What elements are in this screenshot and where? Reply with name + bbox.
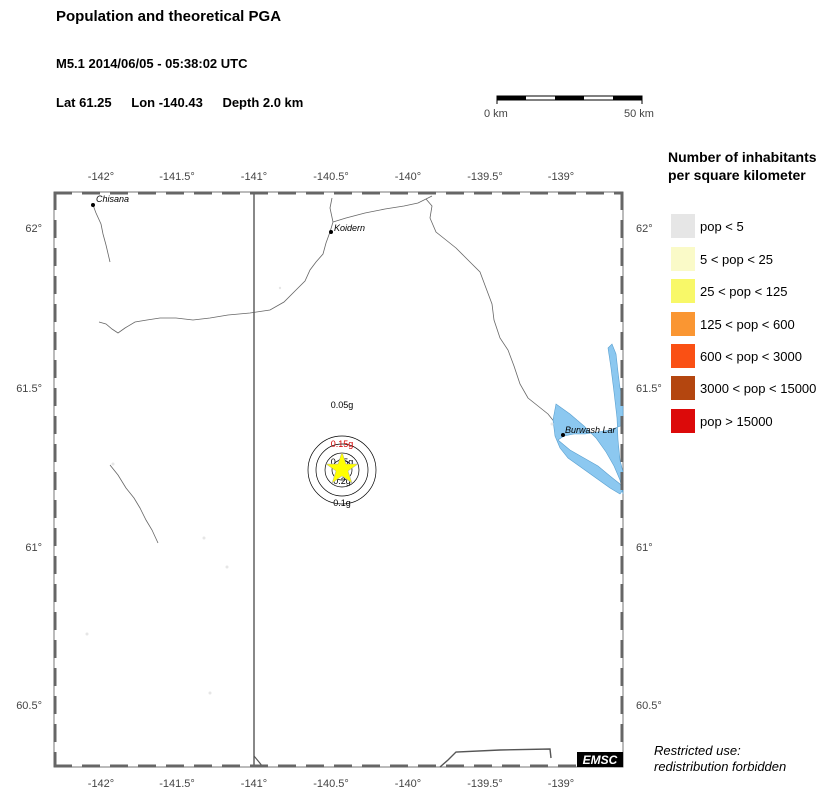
longitude-label: Lon -140.43 (131, 95, 203, 110)
legend-title-line: Number of inhabitants (668, 149, 817, 165)
event-info: M5.1 2014/06/05 - 05:38:02 UTC (56, 56, 248, 71)
legend-label: 3000 < pop < 15000 (700, 381, 817, 396)
notice-line: Restricted use: (654, 743, 741, 758)
y-ticks-left: 62° 61.5° 61° 60.5° (16, 223, 42, 712)
x-tick-label: -139° (548, 171, 574, 183)
x-tick-label: -141° (241, 778, 267, 790)
legend-item: 600 < pop < 3000 (671, 344, 837, 370)
place-marker (329, 230, 333, 234)
legend-item: pop < 5 (671, 214, 837, 240)
pga-label: 0.05g (331, 400, 354, 410)
legend-item: 25 < pop < 125 (671, 279, 837, 305)
legend-swatch (671, 376, 695, 400)
legend-label: pop > 15000 (700, 414, 773, 429)
x-tick-label: -140.5° (313, 778, 349, 790)
x-tick-label: -141.5° (159, 778, 195, 790)
pga-label: 0.2g (333, 476, 351, 486)
x-tick-label: -139° (548, 778, 574, 790)
legend-swatch (671, 312, 695, 336)
x-tick-label: -140° (395, 778, 421, 790)
x-tick-label: -140° (395, 171, 421, 183)
notice-line: redistribution forbidden (654, 759, 787, 774)
pga-label: 0.15g (331, 439, 354, 449)
population-dots (85, 286, 554, 695)
place-label: Chisana (96, 194, 129, 204)
legend-label: 600 < pop < 3000 (700, 349, 802, 364)
star-icon (325, 451, 359, 484)
legend-item: 125 < pop < 600 (671, 312, 837, 338)
scale-end-label: 50 km (624, 108, 654, 120)
legend-swatch (671, 214, 695, 238)
scale-bar: 0 km 50 km (484, 95, 654, 120)
y-tick-label: 62° (636, 223, 653, 235)
x-tick-label: -139.5° (467, 778, 503, 790)
legend-label: 125 < pop < 600 (700, 317, 795, 332)
y-tick-label: 60.5° (636, 700, 662, 712)
y-ticks-right: 62° 61.5° 61° 60.5° (636, 223, 662, 712)
scale-start-label: 0 km (484, 108, 508, 120)
pga-label: 0.1g (333, 498, 351, 508)
y-tick-label: 61° (25, 542, 42, 554)
legend-swatch (671, 409, 695, 433)
emsc-logo: EMSC (577, 752, 623, 767)
x-tick-label: -141° (241, 171, 267, 183)
x-tick-label: -142° (88, 171, 114, 183)
legend-swatch (671, 279, 695, 303)
y-tick-label: 61° (636, 542, 653, 554)
lake-kluane (552, 343, 624, 495)
legend-label: 25 < pop < 125 (700, 284, 788, 299)
legend-title: Number of inhabitants per square kilomet… (668, 148, 817, 184)
places: Chisana Koidern Burwash Lar (91, 194, 617, 437)
y-tick-label: 61.5° (636, 383, 662, 395)
legend-label: 5 < pop < 25 (700, 252, 774, 267)
legend-item: 3000 < pop < 15000 (671, 376, 837, 402)
latitude-label: Lat 61.25 (56, 95, 112, 110)
x-tick-label: -139.5° (467, 171, 503, 183)
legend-title-line: per square kilometer (668, 167, 806, 183)
x-ticks-bottom: -142° -141.5° -141° -140.5° -140° -139.5… (88, 778, 574, 790)
rivers (92, 195, 557, 544)
depth-label: Depth 2.0 km (222, 95, 304, 110)
x-tick-label: -141.5° (159, 171, 195, 183)
x-tick-label: -140.5° (313, 171, 349, 183)
x-tick-label: -142° (88, 778, 114, 790)
place-label: Burwash Lar (565, 425, 617, 435)
x-ticks-top: -142° -141.5° -141° -140.5° -140° -139.5… (88, 171, 574, 183)
legend-item: 5 < pop < 25 (671, 247, 837, 273)
location-info: Lat 61.25 Lon -140.43 Depth 2.0 km (56, 95, 303, 110)
legend-item: pop > 15000 (671, 409, 837, 435)
legend-swatch (671, 247, 695, 271)
place-marker (561, 433, 565, 437)
frame-dashes (53, 191, 624, 768)
y-tick-label: 61.5° (16, 383, 42, 395)
place-marker (91, 203, 95, 207)
usage-notice: Restricted use: redistribution forbidden (654, 743, 786, 775)
place-label: Koidern (334, 223, 365, 233)
legend-swatch (671, 344, 695, 368)
legend-label: pop < 5 (700, 219, 744, 234)
y-tick-label: 60.5° (16, 700, 42, 712)
logo-text: EMSC (583, 753, 618, 767)
map-title: Population and theoretical PGA (56, 8, 282, 25)
y-tick-label: 62° (25, 223, 42, 235)
